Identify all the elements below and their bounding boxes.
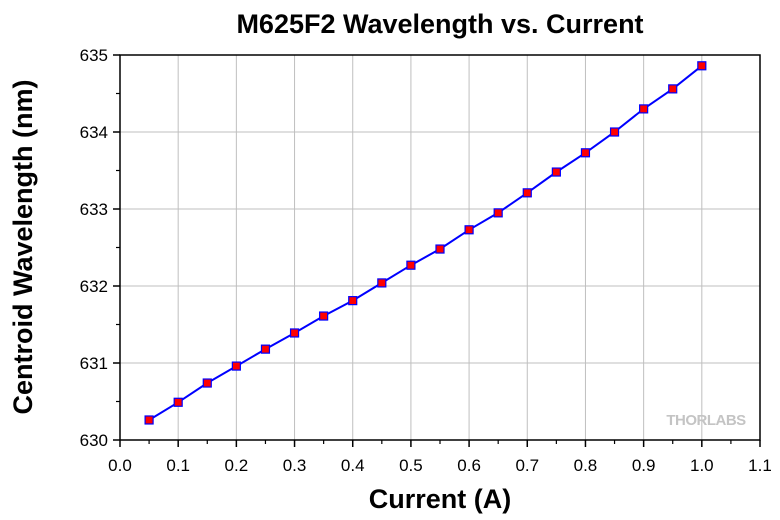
- y-tick-label: 631: [80, 354, 108, 373]
- x-tick-label: 0.3: [283, 456, 307, 475]
- data-point: [493, 208, 503, 218]
- data-point: [406, 260, 416, 270]
- y-tick-label: 630: [80, 431, 108, 450]
- series-line: [148, 65, 703, 421]
- thorlabs-watermark: THORLABS: [666, 412, 746, 429]
- series-group: [144, 61, 707, 425]
- x-tick-label: 0.6: [457, 456, 481, 475]
- data-point: [464, 225, 474, 235]
- data-point: [435, 244, 445, 254]
- y-tick-label: 635: [80, 46, 108, 65]
- y-axis-label: Centroid Wavelength (nm): [8, 80, 38, 415]
- axis-ticks: [113, 54, 761, 447]
- x-tick-label: 0.2: [225, 456, 249, 475]
- data-point: [697, 61, 707, 71]
- data-point: [144, 415, 154, 425]
- x-tick-label: 0.5: [399, 456, 423, 475]
- data-point: [551, 167, 561, 177]
- x-tick-label: 0.7: [515, 456, 539, 475]
- data-point: [348, 296, 358, 306]
- x-tick-label: 0.9: [632, 456, 656, 475]
- data-point: [231, 361, 241, 371]
- data-point: [522, 188, 532, 198]
- chart-title: M625F2 Wavelength vs. Current: [236, 9, 643, 39]
- y-tick-labels: 630 631 632 633 634 635: [80, 46, 108, 450]
- data-point: [289, 328, 300, 338]
- data-point: [668, 84, 678, 94]
- data-point: [260, 344, 271, 354]
- x-axis-label: Current (A): [369, 484, 512, 514]
- data-point: [580, 148, 591, 158]
- x-tick-label: 0.0: [108, 456, 132, 475]
- data-point: [173, 397, 183, 407]
- x-tick-label: 0.4: [341, 456, 365, 475]
- data-point: [639, 104, 649, 114]
- grid: [120, 55, 760, 440]
- data-point: [609, 127, 620, 137]
- y-tick-label: 634: [80, 123, 108, 142]
- y-tick-label: 633: [80, 200, 108, 219]
- data-point: [202, 378, 212, 388]
- x-tick-labels: 0.0 0.1 0.2 0.3 0.4 0.5 0.6 0.7 0.8 0.9 1.0 1.1: [108, 456, 772, 475]
- data-point: [377, 278, 387, 288]
- x-tick-label: 0.1: [166, 456, 190, 475]
- x-tick-label: 1.1: [748, 456, 772, 475]
- x-tick-label: 1.0: [690, 456, 714, 475]
- data-point: [319, 311, 329, 321]
- x-tick-label: 0.8: [574, 456, 598, 475]
- y-tick-label: 632: [80, 277, 108, 296]
